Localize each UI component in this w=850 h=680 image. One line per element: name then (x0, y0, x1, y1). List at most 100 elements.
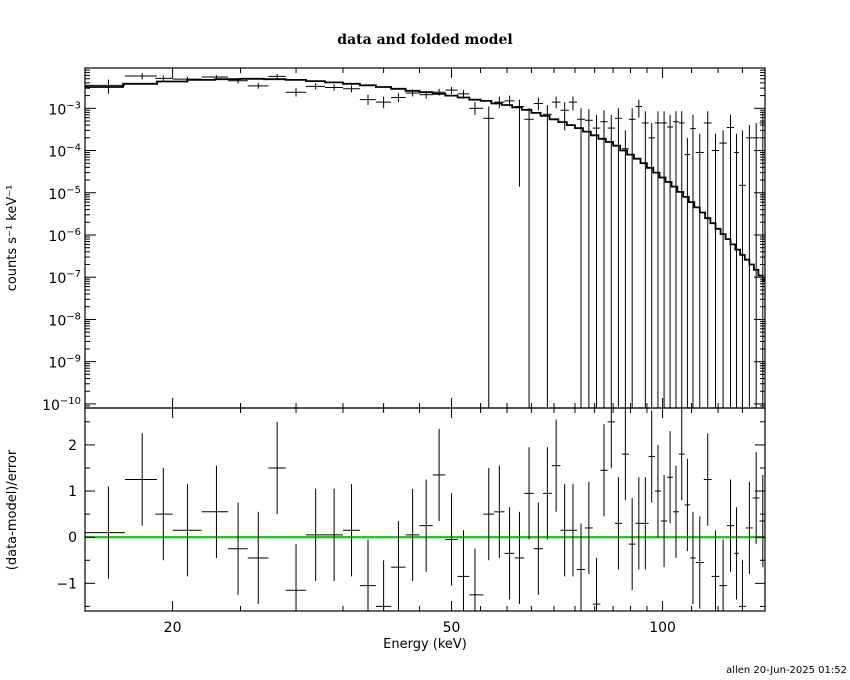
data-point (684, 137, 691, 408)
x-tick-label: 20 (164, 620, 182, 636)
data-point (375, 96, 392, 109)
x-tick-label: 100 (649, 620, 676, 636)
residual-points (85, 408, 765, 611)
data-point (504, 95, 515, 107)
residual-point (405, 488, 420, 582)
data-point (577, 108, 585, 408)
y-tick-label: 10−5 (48, 185, 81, 203)
y-tick-label: 10−10 (42, 396, 81, 414)
data-point (201, 75, 229, 80)
top-panel: 10−3 10−4 10−5 10−6 10−7 10−8 10−9 10−10 (42, 67, 766, 414)
x-tick-label: 50 (443, 620, 461, 636)
residual-point (684, 458, 691, 552)
data-point (759, 111, 765, 408)
footer-stamp: allen 20-Jun-2025 01:52 (726, 665, 847, 676)
model-curve (85, 77, 765, 282)
data-point (607, 114, 615, 408)
residual-point (285, 544, 307, 611)
data-point (654, 111, 662, 408)
residual-point (661, 474, 668, 568)
residual-point (172, 484, 202, 577)
data-point (711, 133, 720, 408)
data-point (228, 78, 248, 84)
data-point (268, 73, 286, 79)
residual-point (514, 511, 525, 605)
residual-point (560, 484, 569, 577)
residual-point (568, 484, 578, 577)
data-point (635, 99, 643, 118)
data-point (405, 89, 420, 97)
data-point (494, 96, 505, 109)
residual-point (703, 433, 712, 526)
data-point (483, 106, 495, 408)
data-point (648, 122, 655, 408)
y-tick-label: 10−3 (48, 100, 81, 118)
data-point (745, 125, 753, 408)
residual-point (542, 447, 552, 540)
data-point (628, 108, 636, 408)
residual-point (621, 408, 629, 501)
data-point (600, 110, 608, 408)
data-point (155, 75, 173, 82)
residual-point (268, 421, 286, 515)
residual-point (584, 481, 593, 575)
residual-point (228, 502, 248, 595)
residual-point (752, 451, 760, 545)
residual-point (533, 502, 543, 595)
model-step-line (85, 77, 765, 282)
data-point (738, 130, 746, 408)
residual-point (524, 447, 534, 540)
residual-point (494, 465, 505, 558)
chart-title: data and folded model (337, 32, 512, 48)
data-point (667, 114, 674, 408)
residual-point (306, 488, 326, 582)
data-points (85, 73, 765, 408)
y-tick-label: 10−7 (48, 269, 81, 287)
bottom-plot-frame (84, 407, 766, 612)
residual-point (600, 424, 608, 517)
data-point (752, 122, 760, 408)
data-point (560, 102, 569, 131)
data-point (359, 94, 376, 105)
residual-point (695, 516, 704, 609)
residual-point (673, 465, 679, 558)
y-tick-label: 10−9 (48, 354, 81, 372)
data-point (247, 82, 269, 89)
data-point (524, 108, 534, 408)
residual-point (325, 488, 343, 582)
data-point (419, 90, 433, 99)
residual-point (469, 548, 484, 611)
residual-point (457, 530, 470, 611)
residual-point (628, 497, 636, 591)
data-point (726, 114, 735, 408)
bottom-xlabel: Energy (keV) (383, 637, 467, 652)
res-y-tick-label: 1 (68, 484, 77, 500)
data-point (514, 99, 525, 187)
bottom-axis-ticks: 20 50 100 2 1 0 −1 (56, 408, 766, 636)
data-point (85, 79, 125, 94)
data-point (469, 102, 484, 115)
data-point (568, 96, 578, 111)
residual-point (419, 479, 433, 572)
y-tick-label: 10−6 (48, 227, 81, 245)
data-point (614, 108, 622, 408)
residual-point (201, 465, 229, 558)
data-point (325, 84, 343, 91)
residual-point (504, 507, 515, 600)
residual-point (648, 410, 655, 503)
data-point (533, 97, 543, 111)
residual-point (577, 523, 585, 611)
data-point (719, 130, 727, 408)
residual-point (359, 539, 376, 611)
residual-point (247, 511, 269, 605)
residual-point (711, 530, 720, 611)
residual-point (124, 433, 157, 526)
residual-point (592, 557, 601, 611)
residual-point (635, 477, 643, 570)
data-point (306, 83, 326, 90)
bottom-panel: 20 50 100 2 1 0 −1 (56, 407, 766, 636)
residual-point (483, 467, 495, 561)
residual-point (667, 431, 674, 524)
data-point (695, 133, 704, 408)
